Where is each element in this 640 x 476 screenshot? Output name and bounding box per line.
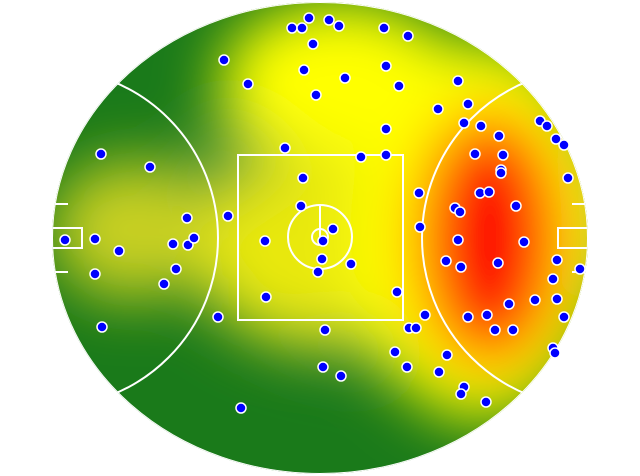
point	[480, 396, 492, 408]
point	[286, 22, 298, 34]
point	[452, 234, 464, 246]
point	[402, 30, 414, 42]
point	[410, 322, 422, 334]
point	[323, 14, 335, 26]
point	[380, 60, 392, 72]
point	[469, 148, 481, 160]
point	[181, 212, 193, 224]
point	[393, 80, 405, 92]
point	[188, 232, 200, 244]
point	[455, 261, 467, 273]
point	[279, 142, 291, 154]
point	[242, 78, 254, 90]
point	[158, 278, 170, 290]
point	[378, 22, 390, 34]
point	[355, 151, 367, 163]
point	[144, 161, 156, 173]
point	[380, 123, 392, 135]
point	[95, 148, 107, 160]
point	[455, 388, 467, 400]
point	[492, 257, 504, 269]
point	[401, 361, 413, 373]
point	[260, 291, 272, 303]
point	[489, 324, 501, 336]
point	[503, 298, 515, 310]
point	[483, 186, 495, 198]
point	[547, 273, 559, 285]
point	[259, 235, 271, 247]
point	[551, 254, 563, 266]
point	[452, 75, 464, 87]
point	[316, 253, 328, 265]
point	[327, 223, 339, 235]
point	[529, 294, 541, 306]
point	[414, 221, 426, 233]
point	[222, 210, 234, 222]
point	[475, 120, 487, 132]
point	[339, 72, 351, 84]
point	[432, 103, 444, 115]
point	[391, 286, 403, 298]
point	[510, 200, 522, 212]
point	[295, 200, 307, 212]
point	[389, 346, 401, 358]
point	[462, 98, 474, 110]
point	[113, 245, 125, 257]
point	[454, 206, 466, 218]
point	[212, 311, 224, 323]
point	[481, 309, 493, 321]
point	[298, 64, 310, 76]
point	[493, 130, 505, 142]
point	[413, 187, 425, 199]
point	[562, 172, 574, 184]
point	[307, 38, 319, 50]
point	[89, 233, 101, 245]
point	[433, 366, 445, 378]
point	[170, 263, 182, 275]
point	[317, 361, 329, 373]
point	[218, 54, 230, 66]
point	[419, 309, 431, 321]
point	[440, 255, 452, 267]
point	[497, 149, 509, 161]
point	[89, 268, 101, 280]
point	[462, 311, 474, 323]
point	[235, 402, 247, 414]
point	[312, 266, 324, 278]
point	[167, 238, 179, 250]
point	[458, 117, 470, 129]
point	[549, 347, 561, 359]
point	[303, 12, 315, 24]
point	[380, 149, 392, 161]
point	[574, 263, 586, 275]
points	[59, 12, 586, 414]
point	[333, 20, 345, 32]
point	[518, 236, 530, 248]
point	[558, 139, 570, 151]
point	[335, 370, 347, 382]
point	[297, 172, 309, 184]
point	[310, 89, 322, 101]
point	[345, 258, 357, 270]
point	[507, 324, 519, 336]
point	[441, 349, 453, 361]
point	[550, 133, 562, 145]
point	[296, 22, 308, 34]
point	[317, 235, 329, 247]
point	[551, 293, 563, 305]
point	[558, 311, 570, 323]
point	[59, 234, 71, 246]
point	[541, 120, 553, 132]
point	[319, 324, 331, 336]
point	[96, 321, 108, 333]
point	[495, 167, 507, 179]
